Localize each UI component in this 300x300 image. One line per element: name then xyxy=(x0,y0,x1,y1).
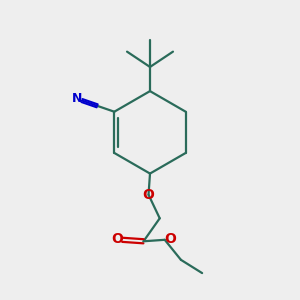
Text: O: O xyxy=(164,232,176,246)
Text: N: N xyxy=(71,92,82,105)
Text: O: O xyxy=(142,188,154,202)
Text: O: O xyxy=(111,232,123,246)
